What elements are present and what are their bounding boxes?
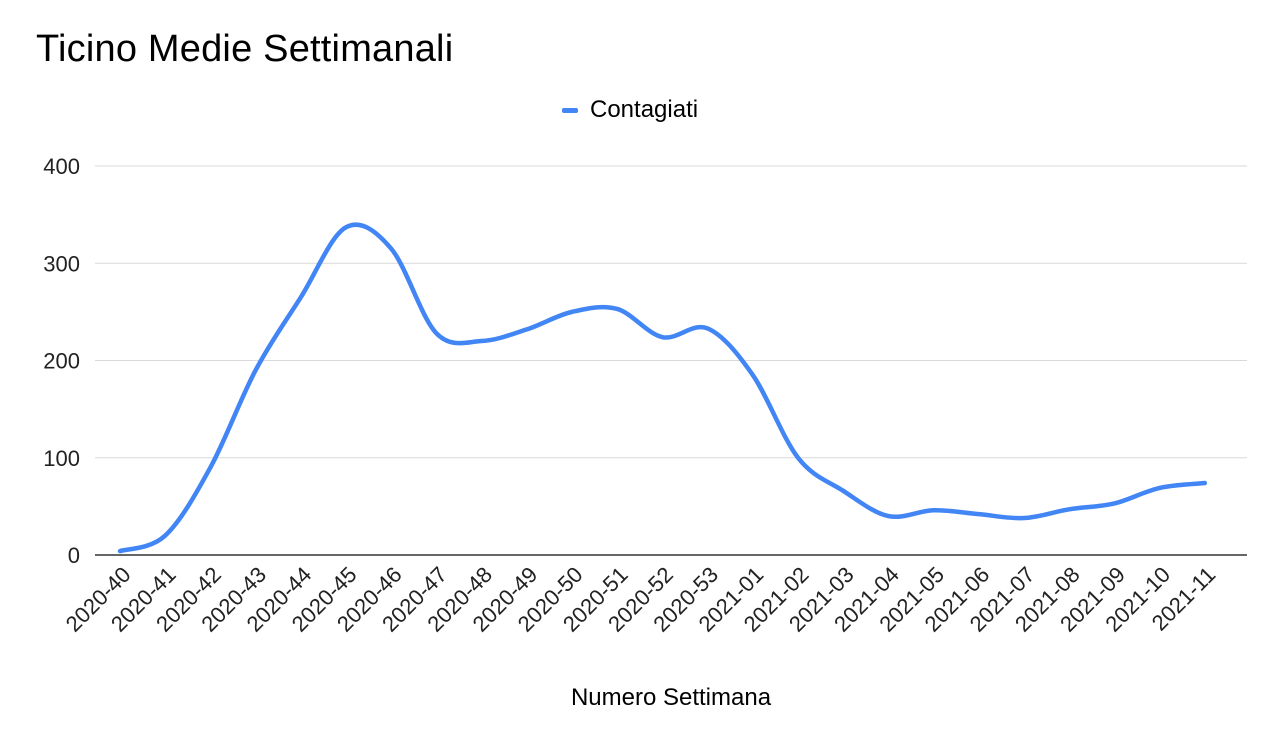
x-axis-title: Numero Settimana xyxy=(570,684,772,711)
legend: Contagiati xyxy=(562,96,698,124)
y-tick-label: 200 xyxy=(43,349,80,374)
y-tick-label: 0 xyxy=(68,543,80,568)
y-tick-label: 400 xyxy=(43,154,80,179)
legend-swatch xyxy=(562,107,578,113)
chart-title: Ticino Medie Settimanali xyxy=(36,28,454,70)
y-tick-label: 300 xyxy=(43,251,80,276)
legend-label: Contagiati xyxy=(590,96,699,123)
series-line-contagiati xyxy=(117,222,1208,554)
y-tick-label: 100 xyxy=(43,446,80,471)
